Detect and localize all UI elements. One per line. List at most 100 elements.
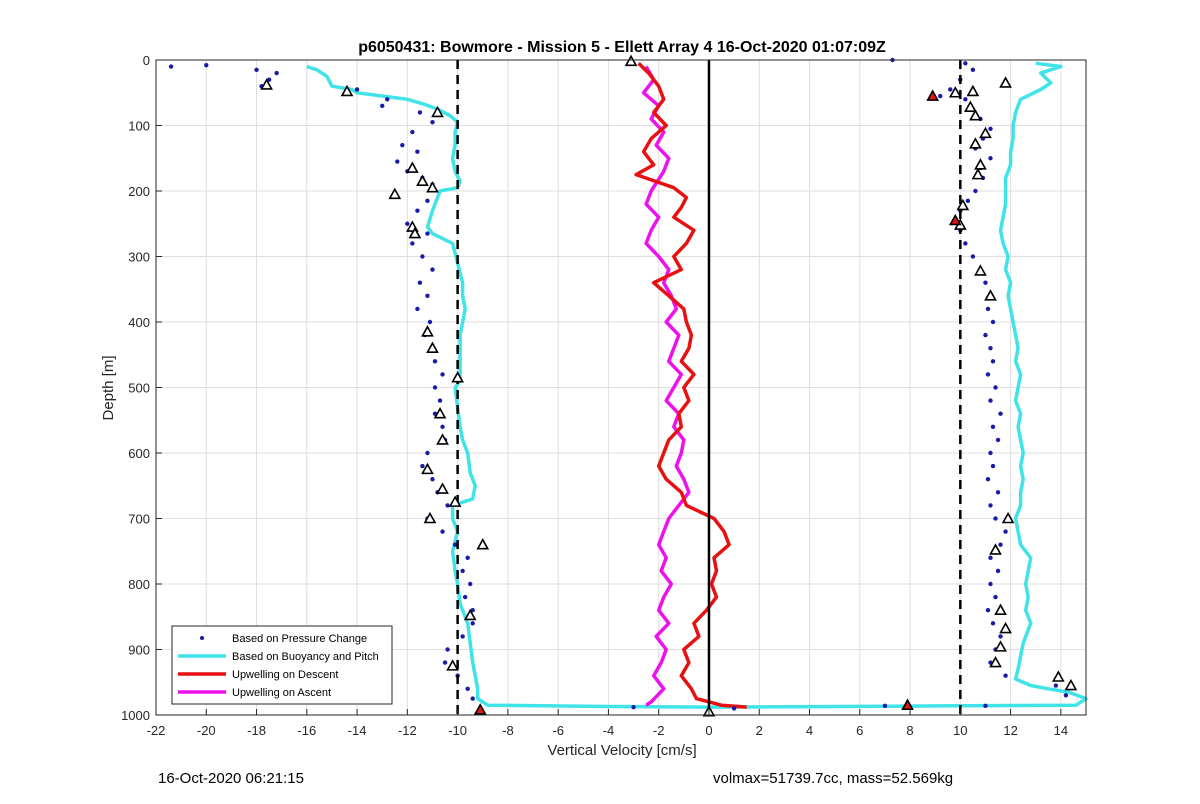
- triangle-marker: [340, 84, 354, 97]
- triangle-marker: [436, 433, 449, 445]
- pressure-change-point: [990, 424, 996, 429]
- pressure-change-point: [440, 529, 445, 534]
- pressure-change-point: [425, 293, 430, 298]
- reference-lines: [456, 60, 962, 715]
- x-tick-label: -14: [348, 723, 367, 738]
- triangle-marker: [994, 603, 1007, 616]
- triangle-marker: [999, 76, 1012, 88]
- footer-stats: volmax=51739.7cc, mass=52.569kg: [713, 770, 954, 787]
- pressure-change-point: [432, 385, 438, 390]
- pressure-change-point: [465, 686, 470, 691]
- legend: Based on Pressure Change Based on Buoyanc…: [171, 625, 393, 705]
- pressure-change-point: [415, 149, 420, 154]
- legend-label: Based on Buoyancy and Pitch: [232, 651, 379, 663]
- series-line: [634, 62, 747, 709]
- x-tick-label: -22: [147, 723, 166, 738]
- pressure-change-point: [988, 156, 993, 161]
- x-tick-label: 0: [705, 723, 712, 738]
- pressure-change-point: [425, 450, 430, 456]
- pressure-change-point: [938, 93, 943, 99]
- triangle-marker: [926, 89, 940, 101]
- pressure-change-point: [400, 142, 405, 148]
- triangle-marker: [948, 213, 962, 226]
- triangle-marker: [476, 538, 490, 550]
- pressure-change-point: [417, 280, 423, 285]
- pressure-change-point: [983, 280, 988, 285]
- legend-label: Upwelling on Descent: [232, 669, 338, 681]
- pressure-change-point: [985, 372, 991, 377]
- pressure-change-point: [983, 703, 988, 709]
- pressure-change-point: [631, 704, 636, 710]
- triangle-marker: [956, 198, 970, 211]
- triangle-marker: [974, 264, 987, 276]
- y-tick-label: 500: [128, 381, 150, 396]
- pressure-change-point: [415, 306, 420, 312]
- pressure-change-point: [1053, 683, 1059, 688]
- pressure-change-point: [998, 634, 1003, 639]
- x-axis-label: Vertical Velocity [cm/s]: [547, 742, 696, 759]
- triangle-marker: [901, 698, 914, 710]
- pressure-change-point: [415, 208, 420, 213]
- pressure-change-point: [988, 398, 993, 403]
- chart-title: p6050431: Bowmore - Mission 5 - Ellett A…: [358, 39, 886, 56]
- pressure-change-point: [993, 516, 998, 521]
- legend-label: Upwelling on Ascent: [232, 687, 331, 699]
- pressure-change-point: [425, 198, 430, 204]
- pressure-change-point: [990, 621, 996, 626]
- y-tick-label: 300: [128, 250, 150, 265]
- pressure-change-point: [988, 581, 993, 587]
- pressure-change-point: [998, 542, 1003, 547]
- triangle-marker: [624, 54, 638, 67]
- pressure-change-point: [988, 555, 993, 560]
- pressure-change-point: [385, 97, 390, 102]
- pressure-change-point: [467, 581, 473, 587]
- pressure-change-point: [442, 660, 448, 665]
- triangle-marker: [408, 226, 422, 239]
- pressure-change-point: [395, 159, 400, 164]
- triangle-marker: [999, 621, 1012, 634]
- series-layer: [168, 57, 1088, 711]
- x-tick-label: -8: [502, 723, 514, 738]
- triangle-marker: [433, 407, 447, 419]
- pressure-change-point: [985, 477, 991, 482]
- pressure-change-point: [1003, 673, 1008, 678]
- pressure-change-point: [168, 64, 174, 69]
- pressure-change-point: [410, 241, 415, 246]
- marker-layer: [260, 54, 1078, 717]
- pressure-change-point: [452, 542, 458, 547]
- y-tick-label: 800: [128, 577, 150, 592]
- pressure-change-point: [420, 254, 425, 259]
- pressure-change-point: [970, 254, 976, 259]
- pressure-change-point: [427, 319, 433, 325]
- triangle-marker: [964, 100, 977, 112]
- pressure-change-point: [995, 568, 1001, 574]
- triangle-marker: [421, 325, 434, 337]
- triangle-marker: [421, 462, 434, 475]
- pressure-change-point: [417, 110, 423, 115]
- pressure-change-point: [470, 608, 475, 613]
- pressure-change-point: [465, 555, 470, 560]
- axis-ticks: -22 -20 -18 -16 -14 -12 -10 -8 -6 -4 -2 0 2 4 6 8 10 12 14…: [121, 53, 1068, 738]
- x-tick-label: 10: [953, 723, 967, 738]
- pressure-change-point: [460, 634, 465, 639]
- pressure-change-point: [405, 221, 410, 226]
- pressure-change-point: [440, 424, 445, 429]
- pressure-change-point: [993, 594, 998, 600]
- pressure-change-point: [354, 87, 360, 92]
- pressure-change-point: [430, 477, 435, 482]
- grid: [155, 59, 1086, 716]
- series-line: [641, 65, 691, 707]
- pressure-change-point: [970, 67, 976, 73]
- pressure-change-point: [432, 359, 438, 364]
- pressure-change-point: [274, 70, 279, 76]
- pressure-change-point: [380, 103, 385, 109]
- pressure-change-point: [965, 198, 971, 204]
- triangle-marker: [260, 78, 273, 90]
- triangle-marker: [969, 109, 982, 121]
- pressure-change-point: [731, 706, 737, 711]
- x-tick-label: 2: [756, 723, 763, 738]
- x-tick-label: -2: [653, 723, 665, 738]
- triangle-marker: [994, 640, 1007, 652]
- triangle-marker: [1051, 670, 1065, 682]
- pressure-change-point: [985, 608, 991, 613]
